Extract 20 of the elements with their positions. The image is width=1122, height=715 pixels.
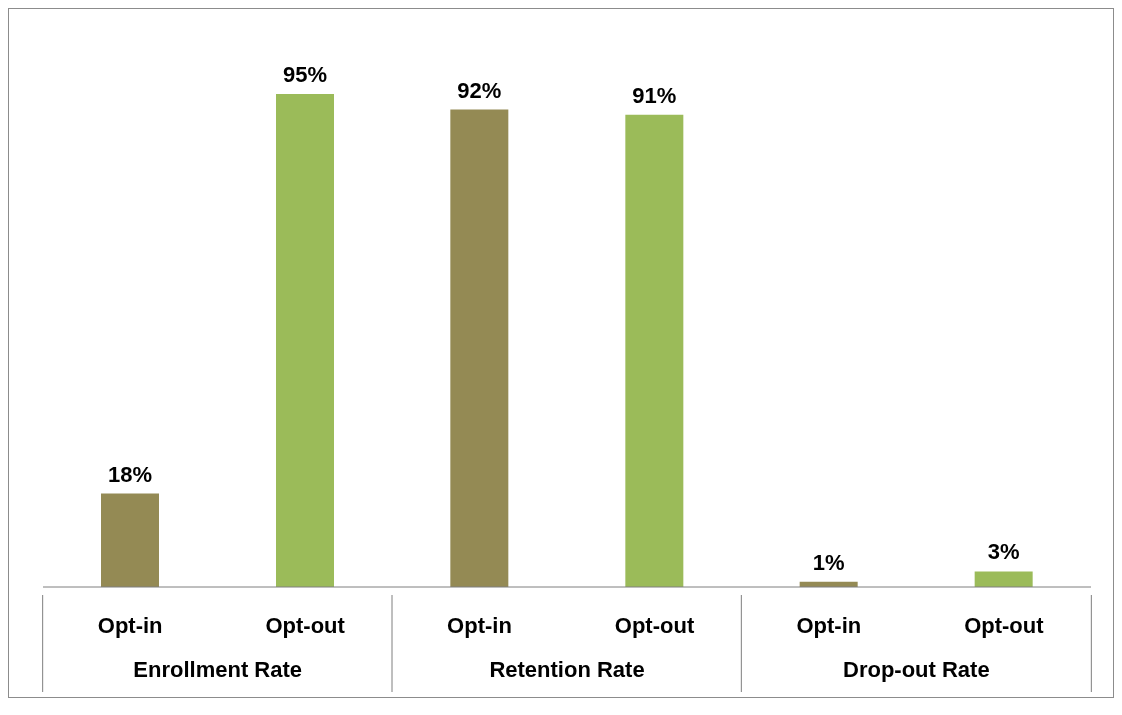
bar	[276, 94, 334, 587]
data-label: 92%	[457, 77, 502, 103]
bar	[974, 571, 1033, 587]
data-label: 91%	[632, 82, 677, 108]
bar	[450, 109, 509, 587]
text: Opt-in	[796, 613, 862, 638]
data-label: 3%	[987, 539, 1020, 565]
x-tick-label: Enrollment Rate	[133, 657, 303, 682]
text: Opt-out	[265, 613, 345, 638]
bar	[625, 114, 684, 587]
series-label: Opt-in	[447, 613, 512, 638]
data-label: 18%	[107, 461, 153, 487]
text: Opt-out	[964, 613, 1044, 638]
series-label: Opt-out	[614, 613, 695, 638]
x-tick-label: Retention Rate	[489, 657, 645, 682]
data-label: 95%	[282, 62, 328, 87]
data-label: 1%	[812, 549, 845, 575]
text: Opt-in	[97, 613, 163, 638]
bar	[101, 493, 159, 587]
x-tick-label: Drop-out Rate	[843, 657, 990, 682]
